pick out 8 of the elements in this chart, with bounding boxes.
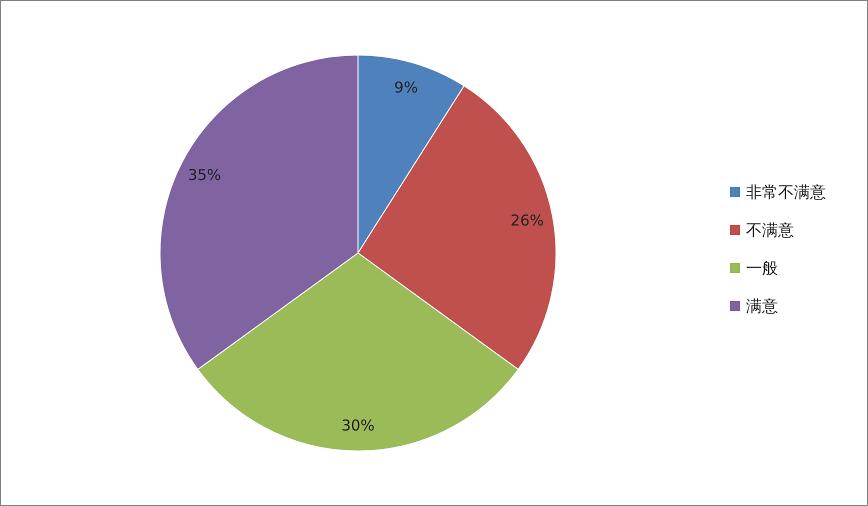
data-label: 30% xyxy=(341,416,375,434)
legend-label: 非常不满意 xyxy=(746,182,826,202)
data-label: 35% xyxy=(188,166,222,184)
legend-label: 一般 xyxy=(746,258,778,278)
data-label: 9% xyxy=(394,78,418,97)
legend-label: 不满意 xyxy=(746,220,794,240)
data-label: 26% xyxy=(510,212,544,230)
legend-label: 满意 xyxy=(746,296,778,316)
